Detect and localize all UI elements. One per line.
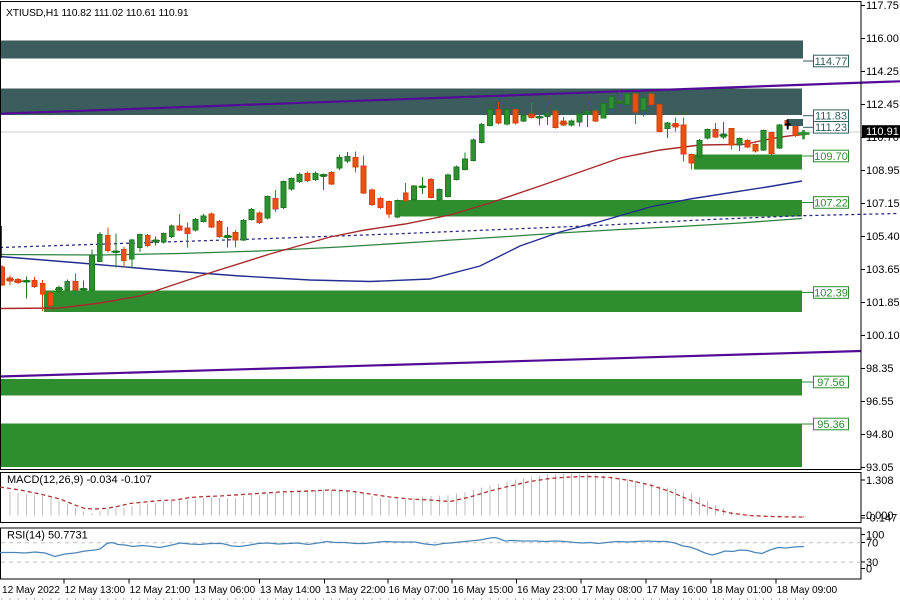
svg-text:93.05: 93.05 (866, 462, 894, 474)
svg-text:12 May 21:00: 12 May 21:00 (130, 585, 191, 596)
svg-text:MACD(12,26,9) -0.034 -0.107: MACD(12,26,9) -0.034 -0.107 (7, 474, 152, 486)
svg-text:109.70: 109.70 (814, 151, 848, 163)
svg-text:112.45: 112.45 (866, 99, 899, 111)
svg-text:116.00: 116.00 (866, 33, 899, 45)
svg-text:114.77: 114.77 (815, 56, 848, 68)
svg-text:101.85: 101.85 (866, 297, 900, 309)
svg-text:0.000: 0.000 (866, 510, 894, 522)
svg-text:114.25: 114.25 (866, 66, 899, 78)
svg-text:105.40: 105.40 (866, 231, 900, 243)
svg-text:12 May 13:00: 12 May 13:00 (65, 585, 126, 596)
svg-text:13 May 14:00: 13 May 14:00 (260, 585, 321, 596)
svg-text:13 May 22:00: 13 May 22:00 (325, 585, 386, 596)
svg-text:95.36: 95.36 (817, 419, 845, 431)
svg-text:30: 30 (866, 557, 878, 569)
svg-text:102.39: 102.39 (814, 287, 848, 299)
svg-text:107.15: 107.15 (866, 198, 900, 210)
svg-text:13 May 06:00: 13 May 06:00 (195, 585, 256, 596)
svg-text:100: 100 (866, 529, 884, 541)
svg-text:98.35: 98.35 (866, 363, 894, 375)
svg-text:94.80: 94.80 (866, 429, 894, 441)
svg-text:1.308: 1.308 (866, 475, 894, 487)
svg-text:108.95: 108.95 (866, 165, 900, 177)
svg-text:17 May 16:00: 17 May 16:00 (647, 585, 708, 596)
svg-text:16 May 23:00: 16 May 23:00 (517, 585, 578, 596)
svg-text:18 May 01:00: 18 May 01:00 (712, 585, 773, 596)
svg-text:70: 70 (866, 538, 878, 550)
svg-text:111.23: 111.23 (815, 122, 847, 134)
svg-text:16 May 15:00: 16 May 15:00 (453, 585, 514, 596)
svg-text:96.55: 96.55 (866, 396, 894, 408)
svg-text:100.10: 100.10 (866, 330, 900, 342)
svg-text:117.75: 117.75 (866, 0, 899, 12)
svg-text:111.83: 111.83 (815, 111, 847, 123)
svg-text:97.56: 97.56 (817, 377, 845, 389)
svg-text:-0.147: -0.147 (866, 513, 897, 525)
svg-text:18 May 09:00: 18 May 09:00 (777, 585, 838, 596)
svg-text:110.91: 110.91 (866, 126, 899, 138)
svg-text:RSI(14) 50.7731: RSI(14) 50.7731 (7, 530, 88, 542)
svg-text:16 May 07:00: 16 May 07:00 (389, 585, 450, 596)
svg-text:0: 0 (866, 563, 872, 575)
svg-text:XTIUSD,H1 110.82 111.02 110.6: XTIUSD,H1 110.82 111.02 110.61 110.91 (6, 8, 189, 19)
svg-text:17 May 08:00: 17 May 08:00 (582, 585, 643, 596)
svg-text:107.22: 107.22 (814, 197, 848, 209)
svg-text:103.65: 103.65 (866, 264, 900, 276)
svg-text:12 May 2022: 12 May 2022 (2, 585, 60, 596)
